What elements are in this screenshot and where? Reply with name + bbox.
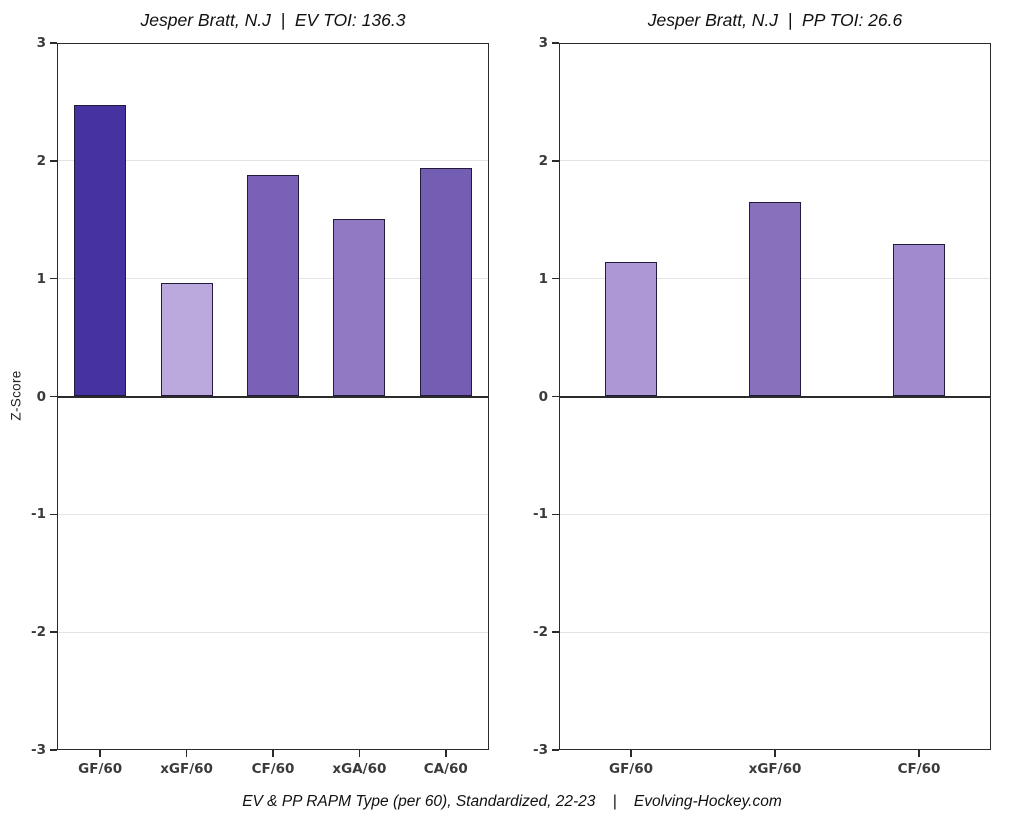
y-tick-label: 3	[538, 35, 548, 51]
y-tick-mark	[552, 42, 559, 44]
x-tick-label-gf-60: GF/60	[78, 761, 123, 777]
y-tick-label: 1	[538, 270, 548, 287]
bar-xga-60	[333, 218, 386, 397]
gridline	[559, 160, 991, 162]
y-tick-label: 2	[538, 152, 548, 169]
zero-axis-line	[559, 395, 991, 398]
y-tick-label: 2	[36, 152, 46, 169]
y-tick-mark	[50, 160, 57, 162]
y-tick-mark	[50, 42, 57, 44]
x-tick-mark	[445, 750, 447, 757]
x-tick-mark	[185, 750, 188, 757]
bar-gf-60	[605, 262, 657, 397]
y-tick-label: -2	[31, 624, 46, 641]
y-tick-mark	[50, 513, 57, 516]
y-tick-mark	[552, 513, 559, 516]
y-tick-label: -1	[31, 506, 46, 523]
x-tick-label-xgf-60: xGF/60	[748, 761, 802, 777]
x-tick-mark	[918, 750, 920, 757]
gridline	[57, 160, 489, 162]
x-tick-mark	[774, 750, 776, 757]
x-tick-label-xga-60: xGA/60	[332, 761, 387, 777]
x-tick-mark	[99, 750, 101, 757]
gridline	[559, 631, 991, 633]
x-tick-mark	[630, 750, 632, 757]
gridline	[57, 513, 489, 515]
bar-xgf-60	[749, 202, 801, 397]
x-tick-label-cf-60: CF/60	[251, 761, 295, 777]
x-tick-mark	[272, 750, 274, 757]
y-axis-label: Z-Score	[8, 370, 24, 421]
x-tick-label-xgf-60: xGF/60	[160, 761, 213, 777]
y-tick-label: 0	[36, 388, 46, 405]
chart-title-pp: Jesper Bratt, N.J | PP TOI: 26.6	[647, 10, 903, 30]
y-tick-mark	[50, 277, 57, 280]
y-tick-label: -3	[533, 742, 548, 758]
bar-ca-60	[419, 167, 472, 397]
bar-gf-60	[74, 105, 127, 397]
plot-area-pp: 3 2 1 0 -1 -2 -3 GF/60 xGF/60 CF/60	[533, 35, 991, 777]
y-tick-label: -1	[533, 506, 548, 523]
bar-cf-60	[893, 244, 945, 397]
y-tick-label: 3	[36, 35, 46, 51]
y-tick-mark	[552, 631, 559, 633]
zero-axis-line	[57, 395, 489, 398]
y-tick-mark	[552, 749, 559, 751]
gridline	[57, 631, 489, 633]
y-tick-mark	[50, 631, 57, 633]
figure-caption: EV & PP RAPM Type (per 60), Standardized…	[242, 793, 782, 810]
gridline	[559, 513, 991, 515]
y-tick-mark	[552, 160, 559, 162]
y-tick-label: 0	[538, 388, 548, 405]
chart-title-ev: Jesper Bratt, N.J | EV TOI: 136.3	[140, 10, 406, 30]
bar-cf-60	[247, 174, 299, 397]
y-tick-label: -3	[31, 742, 46, 758]
y-tick-mark	[50, 749, 57, 751]
y-tick-mark	[50, 395, 57, 398]
y-tick-mark	[552, 395, 559, 398]
x-tick-label-gf-60: GF/60	[608, 761, 654, 777]
y-tick-label: -2	[533, 624, 548, 641]
x-tick-label-cf-60: CF/60	[897, 761, 941, 777]
plot-area-ev: 3 2 1 0 -1 -2 -3 GF/60 xGF/60 CF/60 xGA/60 CA/60	[31, 35, 489, 777]
y-tick-mark	[552, 277, 559, 280]
y-tick-label: 1	[36, 270, 46, 287]
x-tick-label-ca-60: CA/60	[423, 761, 468, 777]
x-tick-mark	[358, 750, 361, 757]
bar-xgf-60	[160, 283, 213, 397]
